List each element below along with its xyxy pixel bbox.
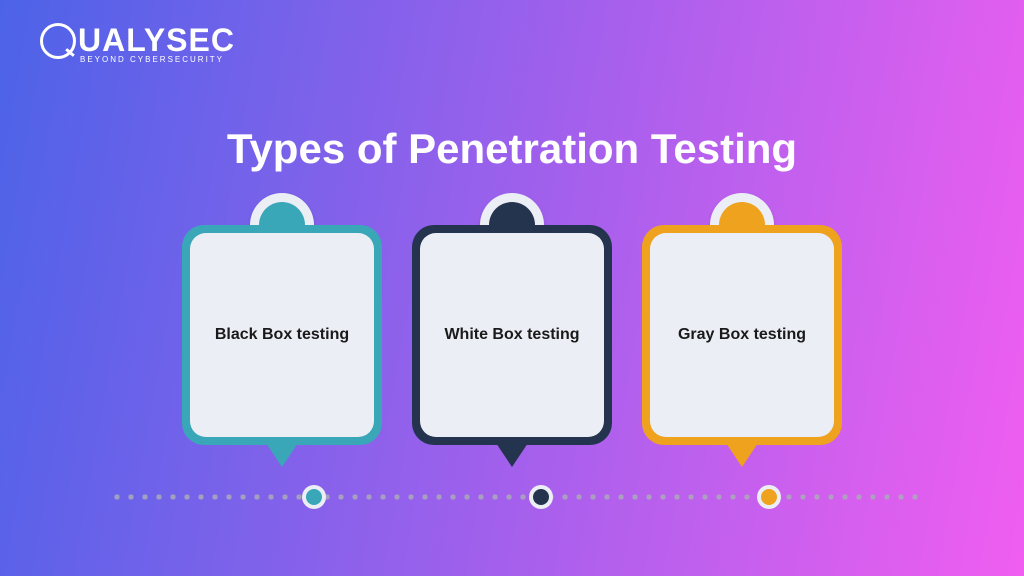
card-pointer (266, 443, 298, 467)
logo-tagline: BEYOND CYBERSECURITY (80, 55, 235, 64)
timeline (110, 487, 924, 507)
card-pointer (726, 443, 758, 467)
logo-wordmark: UALYSEC (40, 22, 235, 59)
card-outer: Gray Box testing (642, 225, 842, 445)
timeline-marker-inner (761, 489, 777, 505)
card-black-box: Black Box testing (182, 225, 382, 445)
timeline-marker-inner (306, 489, 322, 505)
card-label: Black Box testing (215, 326, 349, 344)
card-inner: Black Box testing (190, 233, 374, 437)
timeline-marker (757, 485, 781, 509)
logo-q-icon (40, 23, 76, 59)
page-title: Types of Penetration Testing (0, 125, 1024, 173)
cards-row: Black Box testing White Box testing Gray… (0, 225, 1024, 445)
card-inner: Gray Box testing (650, 233, 834, 437)
timeline-marker-inner (533, 489, 549, 505)
card-outer: Black Box testing (182, 225, 382, 445)
card-pointer (496, 443, 528, 467)
logo-brand-text: UALYSEC (78, 22, 235, 59)
timeline-marker (529, 485, 553, 509)
timeline-dots (110, 494, 924, 500)
timeline-marker (302, 485, 326, 509)
card-label: Gray Box testing (678, 326, 806, 344)
card-gray-box: Gray Box testing (642, 225, 842, 445)
card-white-box: White Box testing (412, 225, 612, 445)
card-inner: White Box testing (420, 233, 604, 437)
card-label: White Box testing (444, 326, 579, 344)
brand-logo: UALYSEC BEYOND CYBERSECURITY (40, 22, 235, 64)
card-outer: White Box testing (412, 225, 612, 445)
